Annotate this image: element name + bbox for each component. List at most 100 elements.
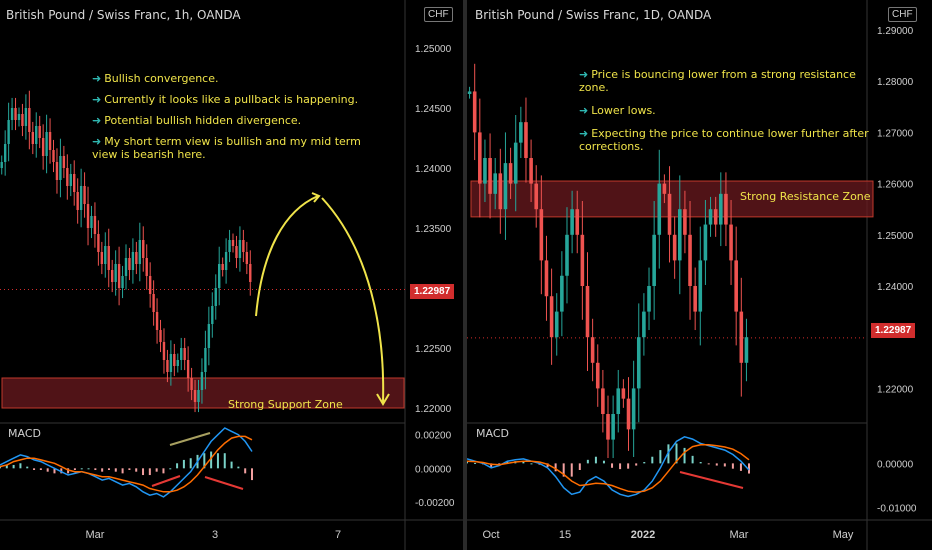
candle-body <box>672 234 677 261</box>
macd-y-tick-label: -0.01000 <box>877 504 917 515</box>
candle-body <box>570 209 574 235</box>
candle-body <box>100 252 104 264</box>
macd-histogram-bar <box>602 460 605 464</box>
candle-body <box>242 240 245 252</box>
macd-histogram-bar <box>223 453 226 469</box>
candle-body <box>539 209 544 261</box>
candle-body <box>200 372 204 390</box>
macd-histogram-bar <box>699 462 702 464</box>
candle-body <box>698 260 703 312</box>
candle-body <box>693 286 697 312</box>
candle-body <box>48 132 52 150</box>
macd-histogram-bar <box>87 468 90 470</box>
candle-body <box>173 354 176 366</box>
candle-body <box>544 260 549 297</box>
y-tick-label: 1.22000 <box>877 384 914 395</box>
candle-body <box>159 330 162 342</box>
y-tick-label: 1.24000 <box>877 282 914 293</box>
candle-body <box>245 252 249 264</box>
macd-histogram-bar <box>748 463 750 474</box>
candle-body <box>560 275 564 312</box>
candle-body <box>688 234 692 286</box>
candle-body <box>724 193 728 225</box>
candle-body <box>739 311 744 363</box>
candle-body <box>45 132 48 156</box>
y-tick-label: 1.22000 <box>415 404 452 415</box>
x-tick-label: Oct <box>482 529 499 541</box>
chart-panel-1h[interactable]: 1.25000 1.24500 1.24000 1.23500 1.22500 1.220… <box>0 0 463 550</box>
candle-body <box>190 378 193 390</box>
candle-body <box>55 162 59 180</box>
macd-histogram-bar <box>659 450 662 464</box>
macd-histogram-bar <box>210 451 213 469</box>
candle-body <box>117 264 121 288</box>
candle-body <box>152 294 155 312</box>
macd-histogram-bar <box>169 468 172 470</box>
macd-histogram-bar <box>578 463 581 470</box>
candle-body <box>488 158 492 194</box>
arrow-right-icon: ➜ <box>92 72 102 85</box>
candle-body <box>97 234 100 252</box>
macd-histogram-bar <box>107 468 110 470</box>
macd-histogram-bar <box>594 456 597 464</box>
chart-1h-svg[interactable]: 1.25000 1.24500 1.24000 1.23500 1.22500 1.220… <box>0 0 463 550</box>
macd-histogram-bar <box>203 453 206 469</box>
y-tick-label: 1.23500 <box>415 224 452 235</box>
candle-body <box>585 286 590 338</box>
y-tick-label: 1.28000 <box>877 77 914 88</box>
x-tick-label: 3 <box>212 529 218 541</box>
candle-body <box>534 183 539 210</box>
candle-body <box>138 240 142 264</box>
candle-body <box>503 163 508 210</box>
arrow-head-icon <box>376 393 390 406</box>
candle-body <box>519 122 523 143</box>
note-3: Potential bullish hidden divergence. <box>104 114 302 127</box>
macd-label: MACD <box>8 427 41 440</box>
y-tick-label: 1.25000 <box>877 231 914 242</box>
candle-body <box>166 360 169 372</box>
macd-histogram-bar <box>707 463 710 465</box>
x-tick-label: May <box>833 529 854 541</box>
currency-button[interactable]: CHF <box>888 7 917 22</box>
macd-histogram-bar <box>522 461 525 464</box>
candle-body <box>10 108 14 120</box>
y-tick-label: 1.27000 <box>877 128 914 139</box>
arrow-right-icon: ➜ <box>579 68 589 81</box>
candle-body <box>128 258 131 270</box>
arrow-head-icon <box>311 192 321 203</box>
candle-body <box>41 138 45 156</box>
macd-histogram-bar <box>506 461 509 464</box>
currency-button[interactable]: CHF <box>424 7 453 22</box>
chart-panel-1d[interactable]: 1.29000 1.28000 1.27000 1.26000 1.25000 1.240… <box>467 0 932 550</box>
macd-histogram-bar <box>216 453 219 469</box>
zone-label: Strong Support Zone <box>228 398 343 411</box>
candle-body <box>549 296 554 338</box>
candle-body <box>76 192 79 210</box>
candle-body <box>231 240 235 246</box>
candle-body <box>662 183 667 194</box>
macd-histogram-bar <box>67 468 70 474</box>
candle-body <box>657 183 662 235</box>
macd-histogram-bar <box>114 468 117 472</box>
candle-body <box>224 252 228 270</box>
macd-y-tick-label: 0.00000 <box>877 459 914 470</box>
candle-body <box>631 388 636 430</box>
macd-histogram-bar <box>33 468 36 470</box>
candle-body <box>110 270 114 282</box>
candle-body <box>606 414 610 440</box>
macd-histogram-bar <box>675 443 678 464</box>
arrow-right-icon: ➜ <box>579 104 589 117</box>
candle-body <box>59 156 62 180</box>
macd-histogram-bar <box>230 461 233 469</box>
candle-body <box>162 342 166 360</box>
candle-body <box>52 150 55 162</box>
candle-body <box>498 173 503 210</box>
candle-body <box>7 120 10 144</box>
macd-histogram-bar <box>619 463 622 470</box>
note-1: Price is bouncing lower from a strong re… <box>579 68 856 94</box>
macd-histogram-bar <box>244 468 247 474</box>
candle-body <box>238 240 242 258</box>
chart-1d-svg[interactable]: 1.29000 1.28000 1.27000 1.26000 1.25000 1.240… <box>467 0 932 550</box>
macd-histogram-bar <box>94 468 97 470</box>
projection-arrow-down <box>321 197 385 403</box>
